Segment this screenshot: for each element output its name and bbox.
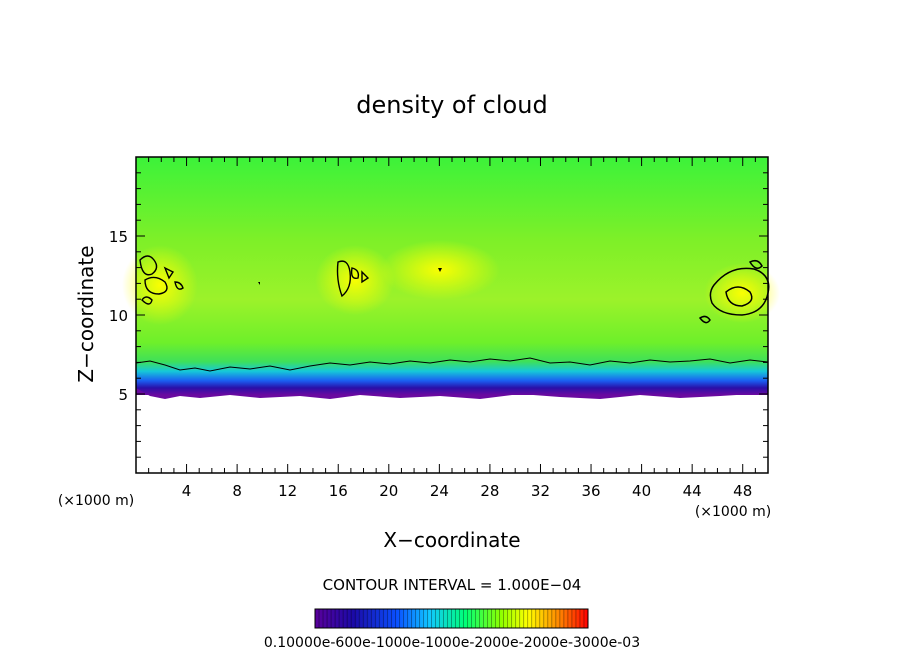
colorbar [314,608,589,629]
contour-dot-center [438,268,442,272]
x-tick-label: 4 [182,482,192,500]
chart-title: density of cloud [356,91,547,119]
yellow-pocket-left [122,245,198,325]
cloud-base-fringe [136,388,768,399]
y-tick-label: 15 [109,228,128,246]
x-tick-label: 12 [278,482,297,500]
x-tick-label: 8 [232,482,242,500]
x-tick-label: 40 [632,482,651,500]
x-unit-right: (×1000 m) [695,504,771,520]
x-tick-label: 32 [531,482,550,500]
y-tick-label: 10 [109,307,128,325]
contour-interval-text: CONTOUR INTERVAL = 1.000E−04 [323,576,582,594]
colorbar-labels: 0.10000e-600e-1000e-1000e-2000e-2000e-30… [264,635,640,651]
x-axis: 4 8 12 16 20 24 28 32 36 40 44 48 [135,157,769,500]
field-lower-blank [136,395,768,473]
y-tick-label: 5 [118,386,128,404]
y-axis-label: Z−coordinate [74,245,98,382]
x-tick-label: 48 [733,482,752,500]
contour-cluster-mid [336,260,370,298]
yellow-pocket-mid [315,245,395,315]
y-axis: 5 10 15 [109,156,768,474]
contour-cluster-left [139,255,184,305]
contour-line-layer-top [135,357,769,372]
contour-dot-small [258,282,260,285]
x-tick-label: 28 [480,482,499,500]
colorbar-ticks [314,609,589,628]
x-tick-label: 20 [379,482,398,500]
x-axis-label: X−coordinate [383,528,520,552]
heatmap-field [122,156,780,474]
x-tick-label: 44 [683,482,702,500]
x-tick-label: 16 [329,482,348,500]
x-tick-label: 36 [581,482,600,500]
x-tick-label: 24 [430,482,449,500]
x-unit-left: (×1000 m) [58,493,134,509]
contour-cluster-right [698,259,770,324]
